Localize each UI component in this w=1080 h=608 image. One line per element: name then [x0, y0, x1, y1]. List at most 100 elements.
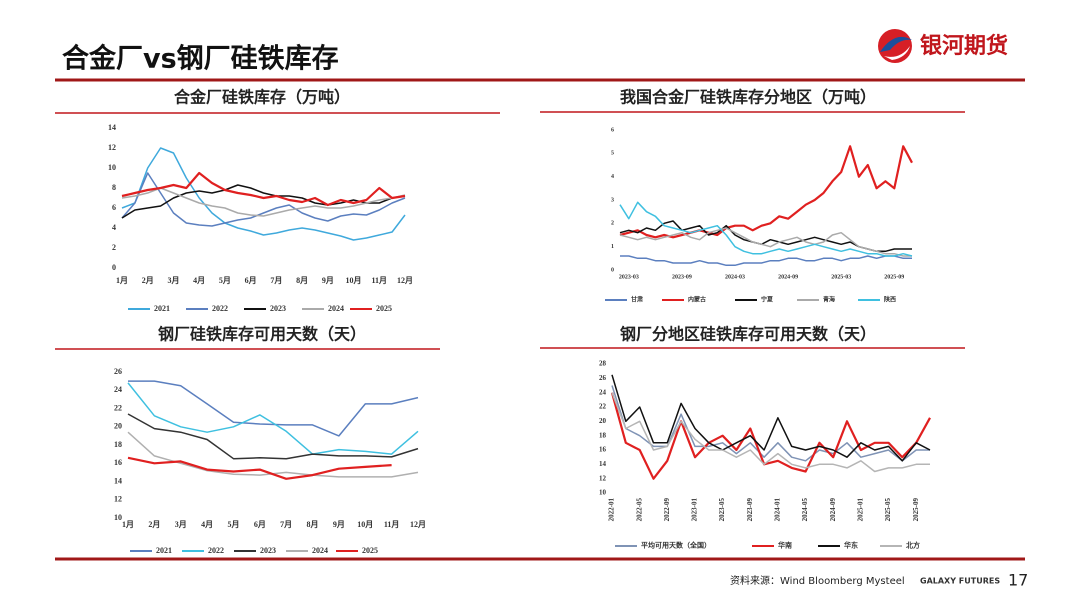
- x-tick-label: 2024-05: [801, 498, 809, 522]
- legend-label: 北方: [906, 541, 920, 550]
- x-tick-label: 2025-05: [884, 498, 892, 522]
- x-tick-label: 5月: [219, 276, 231, 285]
- y-tick-label: 24: [599, 388, 607, 396]
- series-line: [611, 374, 931, 462]
- x-tick-label: 2025-09: [884, 274, 904, 280]
- source-note: 资料来源：Wind Bloomberg Mysteel: [730, 574, 905, 587]
- legend-label: 内蒙古: [688, 295, 706, 303]
- legend-label: 2021: [156, 546, 172, 555]
- logo-icon: [878, 29, 912, 63]
- y-tick-label: 6: [611, 127, 614, 133]
- y-tick-label: 10: [108, 163, 116, 172]
- y-tick-label: 8: [112, 183, 116, 192]
- legend-label: 2024: [328, 304, 344, 313]
- y-tick-label: 4: [112, 223, 116, 232]
- series-line: [121, 171, 406, 207]
- x-tick-label: 3月: [167, 276, 179, 285]
- y-tick-label: 14: [114, 476, 122, 485]
- x-tick-label: 10月: [346, 276, 362, 285]
- y-tick-label: 16: [599, 446, 607, 454]
- series-line: [620, 255, 912, 267]
- x-tick-label: 8月: [296, 276, 308, 285]
- x-tick-label: 9月: [333, 520, 345, 529]
- y-tick-label: 20: [114, 422, 122, 431]
- x-tick-label: 2023-09: [746, 498, 754, 522]
- chart-title: 我国合金厂硅铁库存分地区（万吨）: [620, 88, 876, 107]
- x-tick-label: 5月: [227, 520, 239, 529]
- y-tick-label: 12: [108, 143, 116, 152]
- series-line: [619, 201, 913, 257]
- page-number: 17: [1008, 571, 1028, 590]
- x-tick-label: 2022-09: [663, 498, 671, 522]
- y-tick-label: 10: [599, 489, 607, 497]
- legend-label: 2025: [376, 304, 392, 313]
- legend-label: 青海: [823, 295, 835, 303]
- series-line: [127, 431, 419, 478]
- x-tick-label: 2025-03: [831, 274, 851, 280]
- x-tick-label: 9月: [322, 276, 334, 285]
- y-tick-label: 22: [114, 403, 122, 412]
- y-tick-label: 18: [114, 440, 122, 449]
- legend-label: 宁夏: [761, 295, 774, 303]
- y-tick-label: 4: [611, 174, 614, 180]
- x-tick-label: 4月: [201, 520, 213, 529]
- x-tick-label: 2023-05: [718, 498, 726, 522]
- series-line: [128, 380, 419, 437]
- y-tick-label: 12: [114, 495, 122, 504]
- legend-label: 平均可用天数（全国）: [641, 541, 711, 550]
- x-tick-label: 2023-09: [672, 274, 692, 280]
- y-tick-label: 20: [599, 417, 607, 425]
- legend-label: 2025: [362, 546, 378, 555]
- x-tick-label: 2022-01: [608, 498, 616, 522]
- x-tick-label: 11月: [371, 276, 387, 285]
- y-tick-label: 26: [114, 367, 122, 376]
- y-tick-label: 1: [611, 244, 614, 250]
- x-tick-label: 2024-01: [774, 498, 782, 522]
- legend-label: 华南: [778, 541, 792, 550]
- series-line: [610, 392, 931, 480]
- y-tick-label: 28: [599, 360, 607, 368]
- x-tick-label: 2023-01: [691, 498, 699, 522]
- series-line: [127, 413, 419, 460]
- x-tick-label: 7月: [270, 276, 282, 285]
- x-tick-label: 4月: [193, 276, 205, 285]
- brand: GALAXY FUTURES: [920, 577, 1000, 586]
- series-line: [619, 227, 912, 257]
- legend-label: 2024: [312, 546, 328, 555]
- y-tick-label: 18: [599, 431, 607, 439]
- x-tick-label: 6月: [254, 520, 266, 529]
- chart-title: 合金厂硅铁库存（万吨）: [174, 88, 350, 107]
- y-tick-label: 0: [611, 267, 614, 273]
- series-line: [121, 147, 406, 241]
- x-tick-label: 2024-09: [778, 274, 798, 280]
- legend-label: 2022: [208, 546, 224, 555]
- legend-label: 华东: [844, 541, 858, 550]
- series-line: [611, 392, 930, 473]
- x-tick-label: 6月: [245, 276, 257, 285]
- x-tick-label: 1月: [116, 276, 128, 285]
- series-line: [127, 382, 419, 455]
- series-line: [121, 187, 406, 217]
- slide-title: 合金厂vs钢厂硅铁库存: [62, 43, 339, 75]
- y-tick-label: 2: [112, 243, 116, 252]
- y-tick-label: 10: [114, 513, 122, 522]
- x-tick-label: 2月: [148, 520, 160, 529]
- x-tick-label: 2023-03: [619, 274, 639, 280]
- x-tick-label: 1月: [122, 520, 134, 529]
- series-line: [611, 385, 930, 462]
- y-tick-label: 16: [114, 458, 122, 467]
- x-tick-label: 2024-09: [829, 498, 837, 522]
- x-tick-label: 2022-05: [635, 498, 643, 522]
- legend-label: 陕西: [884, 295, 896, 303]
- x-tick-label: 2024-03: [725, 274, 745, 280]
- y-tick-label: 12: [599, 474, 607, 482]
- x-tick-label: 12月: [410, 520, 426, 529]
- x-tick-label: 12月: [397, 276, 413, 285]
- y-tick-label: 0: [112, 263, 116, 272]
- x-tick-label: 11月: [384, 520, 400, 529]
- x-tick-label: 2025-09: [912, 498, 920, 522]
- y-tick-label: 26: [599, 374, 607, 382]
- logo-text: 银河期货: [920, 33, 1008, 59]
- series-line: [127, 456, 392, 480]
